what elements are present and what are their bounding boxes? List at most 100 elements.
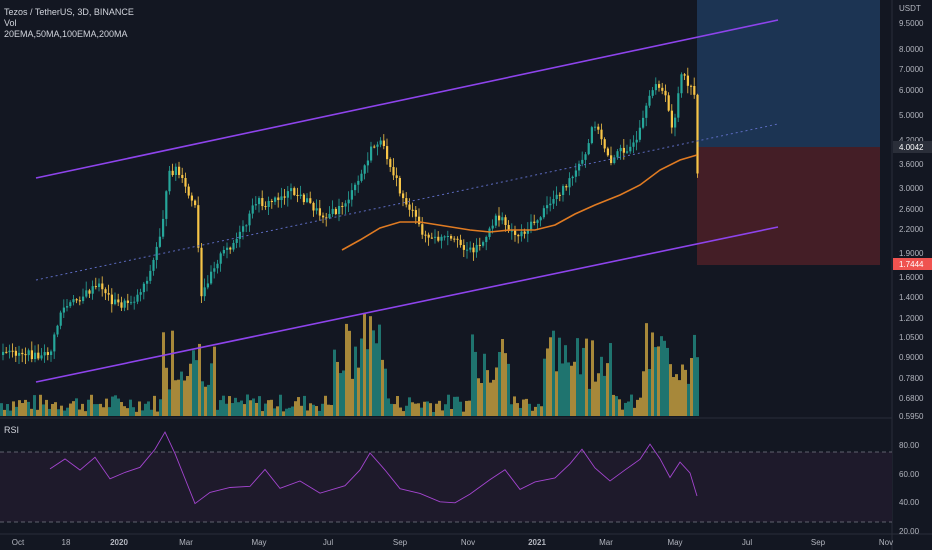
volume-bar <box>414 403 417 416</box>
volume-bar <box>180 371 183 416</box>
candle-body <box>421 224 424 235</box>
time-tick-label: Sep <box>393 538 408 547</box>
volume-bar <box>600 356 603 416</box>
volume-bar <box>513 396 516 416</box>
volume-bar <box>150 409 153 416</box>
price-tick-label: 3.6000 <box>899 160 924 169</box>
volume-bar <box>690 358 693 416</box>
volume-bar <box>696 357 699 416</box>
candle-body <box>136 294 139 302</box>
candle-body <box>510 230 513 232</box>
rsi-legend[interactable]: RSI <box>4 425 20 435</box>
volume-bar <box>624 402 627 416</box>
channel-mid-line <box>35 123 779 281</box>
candle-body <box>43 352 46 356</box>
volume-bar <box>423 401 426 416</box>
candle-body <box>34 352 37 360</box>
candle-body <box>296 194 299 197</box>
candle-body <box>578 163 581 171</box>
volume-bar <box>660 336 663 416</box>
volume-bar <box>156 411 159 416</box>
candle-body <box>213 268 216 272</box>
volume-bar <box>294 401 297 416</box>
rsi-tick-label: 40.00 <box>899 498 920 507</box>
candle-body <box>386 146 389 160</box>
volume-bar <box>558 337 561 416</box>
volume-bar <box>645 323 648 416</box>
volume-bar <box>201 381 204 416</box>
moving-average-legend[interactable]: 20EMA,50MA,100EMA,200MA <box>4 29 128 39</box>
candle-body <box>331 208 334 214</box>
volume-bar <box>198 343 201 416</box>
volume-bar <box>630 394 633 416</box>
candle-body <box>197 205 200 248</box>
volume-bar <box>348 330 351 416</box>
volume-bar <box>171 330 174 416</box>
candle-body <box>462 245 465 250</box>
candle-body <box>616 151 619 158</box>
volume-bar <box>174 380 177 416</box>
volume-bar <box>492 379 495 416</box>
price-tick-label: 5.0000 <box>899 111 924 120</box>
candle-body <box>373 146 376 148</box>
volume-bar <box>72 401 75 416</box>
volume-bar <box>276 406 279 416</box>
volume-bar <box>114 395 117 416</box>
volume-bar <box>441 410 444 416</box>
volume-bar <box>369 316 372 416</box>
volume-bar <box>24 399 27 416</box>
candle-body <box>546 205 549 209</box>
candle-body <box>126 300 129 303</box>
candle-body <box>485 236 488 243</box>
candle-body <box>85 290 88 297</box>
candle-body <box>107 293 110 295</box>
candle-body <box>56 325 59 335</box>
price-tick-label: 7.0000 <box>899 65 924 74</box>
volume-bar <box>402 411 405 416</box>
volume-bar <box>408 397 411 416</box>
price-tick-label: 4.2000 <box>899 136 924 145</box>
volume-bar <box>186 376 189 416</box>
price-tick-label: 1.0500 <box>899 333 924 342</box>
volume-bar <box>234 397 237 416</box>
candle-body <box>168 170 171 192</box>
candle-body <box>459 239 462 246</box>
volume-bar <box>66 407 69 416</box>
volume-bar <box>417 403 420 416</box>
volume-legend[interactable]: Vol <box>4 18 17 28</box>
candle-body <box>696 94 699 174</box>
candle-body <box>424 234 427 236</box>
candle-body <box>94 286 97 288</box>
price-tick-label: 6.0000 <box>899 86 924 95</box>
volume-bar <box>504 353 507 416</box>
volume-bar <box>411 402 414 416</box>
volume-bar <box>222 395 225 416</box>
volume-bar <box>537 403 540 416</box>
volume-bar <box>528 403 531 416</box>
volume-bar <box>342 370 345 416</box>
volume-bar <box>75 398 78 416</box>
volume-bar <box>192 350 195 416</box>
candle-body <box>69 302 72 307</box>
volume-bar <box>531 410 534 416</box>
candle-body <box>216 263 219 269</box>
volume-bar <box>681 364 684 416</box>
volume-bar <box>573 361 576 416</box>
volume-bar <box>663 340 666 416</box>
volume-bar <box>327 404 330 416</box>
candle-body <box>536 220 539 223</box>
candle-body <box>389 159 392 168</box>
volume-bar <box>138 401 141 416</box>
candle-body <box>155 246 158 260</box>
volume-bar <box>285 408 288 416</box>
candle-body <box>14 350 17 356</box>
volume-bar <box>117 398 120 416</box>
volume-bar <box>153 395 156 416</box>
candle-body <box>434 236 437 238</box>
candle-body <box>312 202 315 211</box>
volume-bar <box>486 370 489 416</box>
candle-body <box>190 195 193 201</box>
candle-body <box>283 196 286 198</box>
candle-body <box>72 299 75 303</box>
